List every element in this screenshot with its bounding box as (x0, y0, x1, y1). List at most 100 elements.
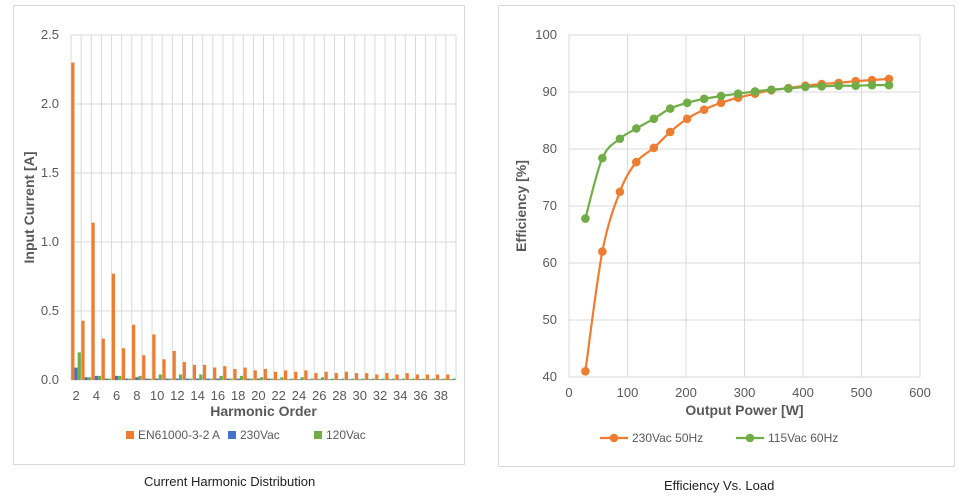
120vac-bar (189, 378, 193, 380)
y-tick-label: 2.5 (41, 27, 59, 42)
x-axis-title: Harmonic Order (210, 403, 317, 419)
en61000-bar (446, 374, 450, 380)
en61000-bar (91, 222, 95, 380)
230vac-bar (327, 379, 331, 380)
legend-label: 230Vac 50Hz (632, 431, 703, 445)
y-tick-label: 90 (543, 84, 557, 99)
230vac-bar (429, 379, 433, 380)
y-tick-label: 1.0 (41, 234, 59, 249)
120vac-bar (77, 352, 81, 380)
en61000-bar (324, 371, 328, 380)
x-tick-label: 34 (393, 388, 407, 403)
en61000-bar (172, 351, 176, 380)
120vac-bar (97, 375, 102, 380)
en61000-bar (162, 359, 166, 380)
120vac-bar (209, 378, 213, 380)
115vac-60hz-point (699, 94, 709, 104)
en61000-bar (294, 371, 298, 380)
230vac-bar (165, 378, 169, 380)
legend-label: EN61000-3-2 A (138, 428, 220, 442)
harmonic-chart-panel: 0.0 0.5 1.0 1.5 2.0 2.5 2 4 6 8 10 12 14 16 18 20 22 24 26… (13, 5, 465, 465)
120vac-bar (330, 378, 335, 380)
y-tick-label: 60 (543, 255, 557, 270)
120vac-bar (452, 378, 456, 380)
115vac-60hz-point (581, 214, 590, 223)
230vac-bar (277, 379, 281, 380)
230vac-50hz-point (581, 367, 590, 376)
120vac-bar (229, 378, 233, 380)
120vac-bar (442, 378, 446, 380)
230vac-50hz-point (699, 105, 709, 114)
en61000-bar (233, 368, 237, 380)
115vac-60hz-point (598, 153, 607, 163)
120vac-bar (280, 377, 284, 380)
en61000-bar (121, 348, 126, 380)
legend-swatch-2 (314, 431, 322, 439)
x-tick-label: 200 (675, 385, 697, 400)
legend-swatch-1 (228, 431, 236, 439)
230vac-bar (74, 367, 78, 380)
y-tick-label: 40 (543, 369, 557, 384)
120vac-bar (158, 374, 162, 380)
120vac-bar (381, 378, 385, 380)
harmonic-chart: 0.00.51.01.52.02.52 4 6 8 10 12 14 16 18 20 22 24 26… (21, 27, 457, 442)
x-tick-label: 600 (909, 385, 931, 400)
230vac-bar (287, 379, 291, 380)
120vac-bar (87, 377, 91, 380)
en61000-bar (354, 373, 359, 380)
230vac-50hz-point (682, 114, 692, 124)
120vac-bar (108, 378, 112, 380)
en61000-bar (142, 355, 146, 380)
230vac-bar (114, 375, 119, 380)
en61000-bar (273, 371, 278, 380)
en61000-bar (284, 370, 288, 380)
x-tick-label: 6 (113, 388, 120, 403)
en61000-bar (365, 373, 369, 380)
en61000-bar (415, 374, 419, 380)
en61000-bar (304, 370, 308, 380)
115vac-60hz-point (615, 134, 625, 144)
en61000-bar (192, 364, 197, 380)
230vac-50hz-point (598, 247, 607, 256)
en61000-bar (405, 373, 409, 380)
120vac-bar (341, 378, 345, 380)
efficiency-chart-panel: 40 50 60 70 80 90 100 0 100 200 300 400 500 600 Output… (498, 5, 955, 467)
230vac-bar (236, 378, 240, 380)
230vac-bar (216, 378, 220, 380)
230vac-bar (418, 379, 423, 380)
230vac-bar (246, 378, 250, 380)
x-tick-label: 400 (792, 385, 814, 400)
y-axis-title: Input Current [A] (21, 152, 37, 264)
230vac-bar (439, 379, 443, 380)
230vac-bar (226, 378, 230, 380)
en61000-bar (425, 374, 430, 380)
y-tick-label: 70 (543, 198, 557, 213)
y-axis-title: Efficiency [%] (513, 160, 529, 252)
120vac-bar (310, 378, 314, 380)
en61000-bar (111, 273, 115, 380)
en61000-bar (385, 373, 389, 380)
230vac-bar (145, 378, 149, 380)
115vac-60hz-point (884, 80, 894, 90)
120vac-bar (320, 377, 325, 380)
en61000-bar (375, 374, 379, 380)
x-tick-label: 12 (170, 388, 184, 403)
x-tick-label: 100 (617, 385, 639, 400)
230vac-bar (104, 378, 109, 380)
en61000-bar (223, 366, 227, 380)
230vac-50hz-point (716, 98, 726, 108)
legend-swatch-0 (126, 431, 134, 439)
en61000-bar (253, 370, 257, 380)
x-tick-label: 26 (312, 388, 326, 403)
efficiency-chart: 40 50 60 70 80 90 100 0 100 200 300 400 500 600 Output… (513, 27, 931, 445)
x-tick-label: 38 (434, 388, 448, 403)
x-tick-label: 20 (251, 388, 265, 403)
y-tick-label: 2.0 (41, 96, 59, 111)
harmonic-chart-caption: Current Harmonic Distribution (144, 474, 316, 489)
230vac-bar (358, 379, 362, 380)
y-tick-label: 1.5 (41, 165, 59, 180)
x-tick-label: 300 (734, 385, 756, 400)
115vac-60hz-point (767, 85, 776, 95)
x-tick-label: 500 (851, 385, 873, 400)
x-tick-label: 22 (271, 388, 285, 403)
